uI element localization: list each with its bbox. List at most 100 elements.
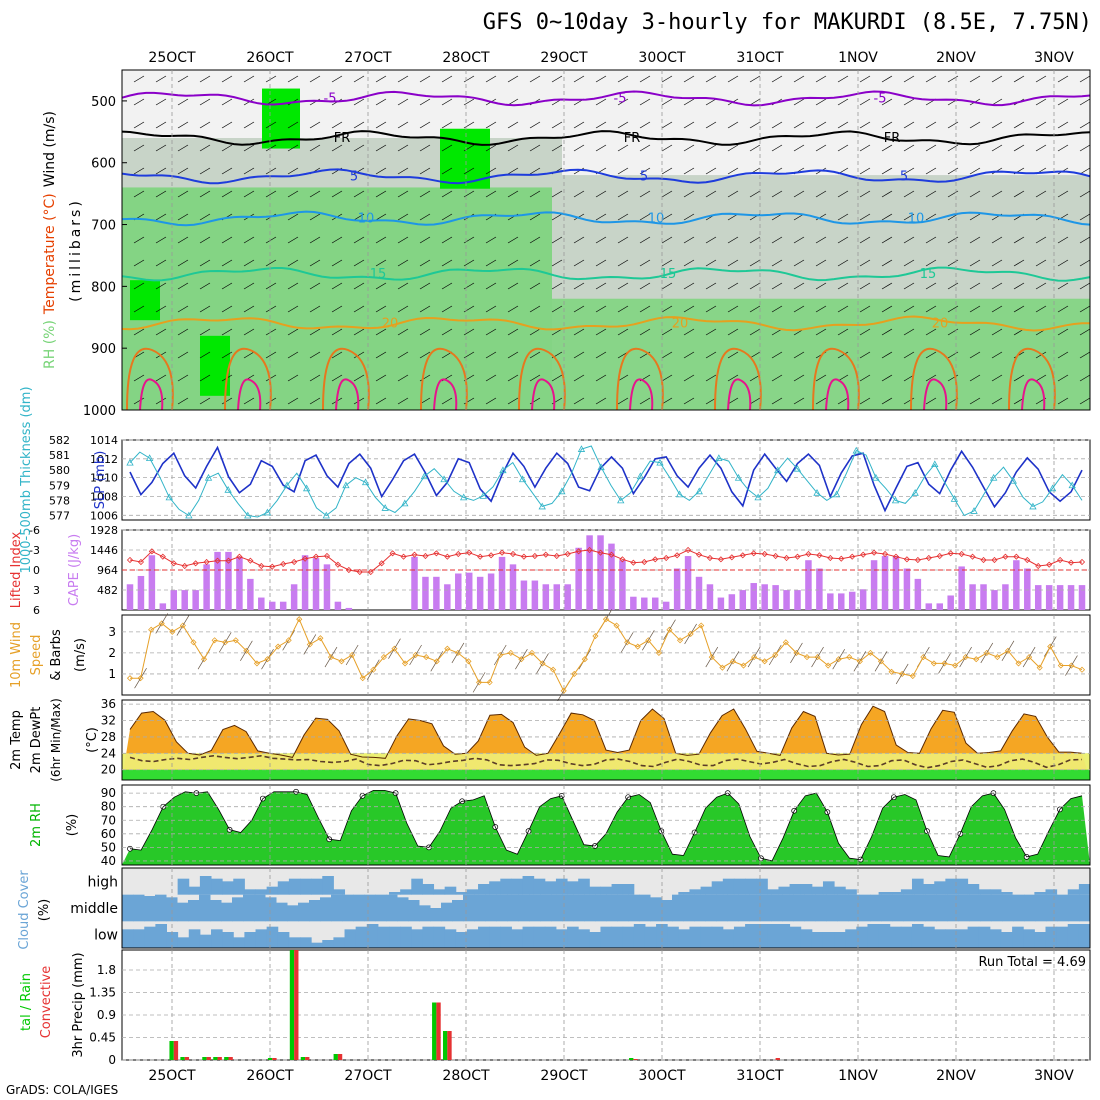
wind-barb <box>815 328 827 336</box>
wind-barb <box>287 282 299 290</box>
cloud-cell <box>320 897 332 922</box>
li-tick-label: -6 <box>29 524 40 537</box>
wind-barb <box>551 305 563 313</box>
wind-barb <box>309 374 321 382</box>
cloud-cell <box>474 894 486 922</box>
li-point <box>641 558 648 566</box>
cape-bar <box>794 590 801 610</box>
wind-barb <box>595 98 607 106</box>
wind-barb <box>793 305 805 313</box>
wind-barb <box>133 190 145 198</box>
wind-barb <box>529 374 541 382</box>
wind-barb <box>969 144 981 152</box>
cloud-cell <box>722 929 735 948</box>
isotherm-label: 5 <box>900 169 908 184</box>
precip-total-bar <box>629 1058 634 1060</box>
wind-barb <box>947 374 959 382</box>
page-title: GFS 0~10day 3-hourly for MAKURDI (8.5E, … <box>482 10 1092 35</box>
wind-barb <box>903 98 915 106</box>
wind-barb <box>507 167 519 175</box>
cloud-ylabel-2: (%) <box>37 899 52 922</box>
wind-barb <box>199 98 211 106</box>
isotherm-label: FR <box>334 131 351 146</box>
wind-barb <box>529 213 541 221</box>
wind-barb <box>837 236 849 244</box>
wind-barb <box>683 75 695 83</box>
isotherm-label: 20 <box>382 316 399 331</box>
wind-tick-label: 1 <box>108 667 116 681</box>
cloud-cell <box>573 894 585 922</box>
wind-barb <box>485 236 497 244</box>
thickness-point <box>636 472 645 480</box>
wind-barb <box>221 351 233 359</box>
wind-barb <box>925 305 937 313</box>
wind-barb <box>771 190 783 198</box>
date-label-bottom: 30OCT <box>638 1068 686 1084</box>
cape-bar <box>914 578 922 610</box>
rh-tick-label: 50 <box>101 840 116 854</box>
cloud-cell <box>333 937 346 948</box>
wind-barb <box>331 351 343 359</box>
cape-bar <box>673 568 681 610</box>
wind-barb <box>771 351 783 359</box>
cloud-cell <box>478 926 490 948</box>
wind-barb <box>221 98 233 106</box>
cloud-cell <box>389 926 401 948</box>
wind-barb <box>661 305 673 313</box>
thickness-tick-label: 582 <box>49 434 70 447</box>
wind-barb <box>133 167 145 175</box>
wind-barb <box>133 374 145 382</box>
cloud-cell <box>711 926 724 948</box>
thickness-point <box>460 493 468 501</box>
thickness-point <box>774 466 782 474</box>
isotherm-line <box>121 130 1091 146</box>
wind-barb <box>1035 190 1047 198</box>
cape-bar <box>597 535 604 610</box>
slp-tick-label: 1014 <box>90 434 118 447</box>
wind-barb <box>331 144 343 152</box>
cape-bar <box>279 601 287 610</box>
cape-bar <box>1078 585 1086 610</box>
cloud-cell <box>222 932 234 948</box>
wind-barb <box>221 282 233 290</box>
wind-barb <box>507 328 519 336</box>
cloud-cell <box>562 894 574 922</box>
wind-barb <box>859 236 871 244</box>
cape-bar <box>225 551 232 610</box>
date-label-top: 31OCT <box>736 50 784 66</box>
wind-barb <box>903 144 915 152</box>
isotherm-label: 15 <box>920 267 937 282</box>
cloud-cell <box>155 924 168 948</box>
cloud-cell <box>364 894 376 922</box>
wind-barb <box>1035 282 1047 290</box>
wind-point <box>423 654 430 661</box>
wind-barb <box>969 282 981 290</box>
wind-barb <box>683 374 695 382</box>
wind-barb <box>661 236 673 244</box>
wind-barb <box>1079 75 1091 83</box>
thickness-point <box>715 454 723 462</box>
cloud-cell <box>936 894 948 922</box>
cloud-cell <box>210 900 222 922</box>
cloud-cell <box>622 884 635 895</box>
wind-barb <box>727 190 739 198</box>
cape-bar <box>761 584 768 610</box>
cape-bar <box>553 584 561 610</box>
wind-barb <box>991 98 1003 106</box>
cape-bar <box>487 573 495 610</box>
wind-barb <box>287 75 299 83</box>
isotherm-25-loop <box>126 347 174 411</box>
wind-barb <box>1057 190 1069 198</box>
precip-total-bar <box>213 1057 218 1060</box>
wind-barb <box>705 328 717 336</box>
cloud-frame <box>121 867 1091 949</box>
thickness-point <box>617 496 625 504</box>
wind-barb <box>1057 121 1069 129</box>
cape-bar <box>203 564 210 610</box>
wind-barb <box>749 236 761 244</box>
wind-barb <box>727 328 739 336</box>
temp-tick-label: 36 <box>101 697 116 711</box>
cloud-cell <box>222 881 234 895</box>
cloud-cell <box>639 894 651 922</box>
cloud-cell <box>400 926 412 948</box>
